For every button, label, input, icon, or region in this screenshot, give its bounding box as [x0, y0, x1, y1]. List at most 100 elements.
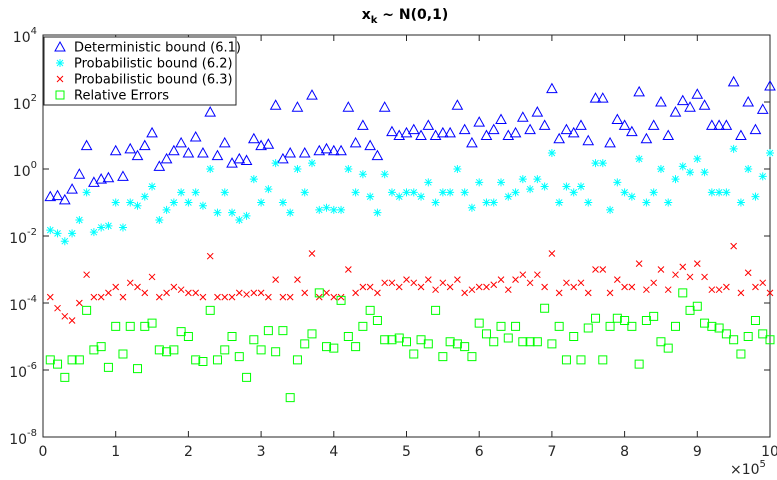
point — [257, 289, 265, 297]
point — [432, 286, 439, 294]
point — [329, 205, 338, 214]
point — [199, 293, 207, 301]
point — [60, 372, 70, 382]
point — [211, 149, 224, 161]
point — [175, 136, 187, 148]
point — [97, 293, 105, 301]
point — [227, 332, 237, 341]
point — [184, 198, 193, 207]
point — [678, 162, 687, 171]
point — [461, 289, 469, 297]
point — [90, 293, 98, 301]
point — [446, 188, 455, 197]
point — [213, 208, 222, 217]
point — [584, 198, 593, 207]
point — [475, 283, 483, 291]
point — [153, 160, 166, 171]
y-tick-base: 10 — [9, 432, 27, 448]
point — [337, 205, 346, 214]
point — [140, 192, 149, 201]
x-tick-label: 9 — [693, 444, 702, 460]
point — [118, 223, 127, 232]
point — [554, 321, 564, 331]
point — [82, 305, 92, 315]
point — [402, 188, 411, 197]
point — [431, 198, 440, 207]
point — [511, 321, 521, 331]
point — [403, 276, 410, 283]
point — [205, 305, 215, 315]
point — [715, 188, 724, 197]
point — [234, 352, 244, 362]
point — [541, 283, 548, 291]
point — [509, 126, 522, 138]
point — [102, 171, 115, 183]
point — [104, 221, 113, 230]
point — [271, 159, 280, 168]
point — [73, 168, 86, 179]
point — [596, 92, 609, 103]
point — [714, 323, 724, 333]
point — [307, 159, 316, 168]
point — [641, 316, 651, 326]
point — [502, 129, 515, 140]
point — [612, 313, 622, 323]
y-tick-exponent: 4 — [31, 26, 37, 37]
point — [691, 88, 704, 99]
point — [330, 293, 338, 301]
point — [431, 305, 441, 315]
point — [291, 101, 304, 112]
x-tick-label: 8 — [620, 444, 629, 460]
point — [526, 279, 534, 287]
point — [423, 339, 433, 349]
point — [286, 293, 294, 301]
point — [146, 126, 158, 138]
y-tick-exponent: -8 — [27, 428, 37, 439]
point — [453, 165, 462, 173]
point — [82, 188, 91, 197]
point — [642, 198, 651, 207]
point — [693, 154, 702, 163]
point — [44, 190, 57, 202]
point — [155, 293, 163, 301]
y-tick-label: 10-4 — [9, 294, 37, 314]
point — [534, 271, 541, 279]
point — [737, 289, 745, 297]
point — [126, 198, 135, 207]
point — [388, 279, 396, 287]
point — [451, 99, 464, 110]
point — [147, 318, 157, 328]
point — [46, 226, 55, 235]
point — [524, 123, 536, 135]
point — [438, 188, 447, 197]
point — [474, 318, 484, 328]
point — [162, 347, 172, 357]
point — [409, 188, 418, 197]
point — [729, 144, 738, 153]
point — [298, 146, 311, 158]
point — [627, 192, 636, 201]
point — [487, 123, 500, 135]
point — [766, 289, 774, 297]
point — [111, 198, 120, 207]
point — [647, 119, 660, 130]
point — [189, 131, 202, 142]
point — [75, 299, 83, 307]
point — [670, 321, 680, 331]
point — [669, 106, 682, 117]
point — [468, 286, 476, 294]
point — [358, 321, 368, 331]
point — [177, 286, 185, 294]
point — [531, 106, 544, 117]
point — [758, 172, 767, 181]
point — [352, 289, 359, 297]
point — [553, 132, 566, 144]
point — [438, 352, 448, 362]
point — [358, 170, 367, 179]
y-tick-base: 10 — [13, 97, 31, 113]
point — [764, 79, 776, 91]
point — [598, 159, 607, 168]
point — [516, 111, 529, 122]
point — [206, 165, 215, 173]
point — [467, 352, 477, 362]
